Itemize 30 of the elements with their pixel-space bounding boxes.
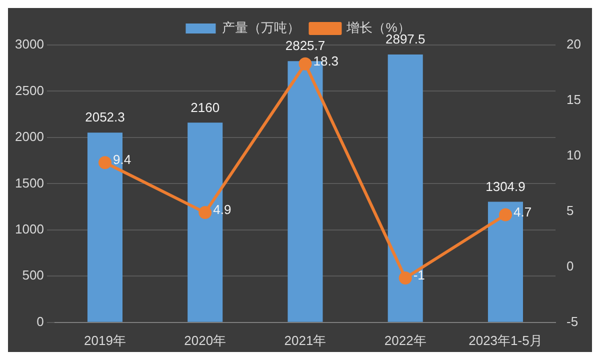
point [498,208,512,222]
x-tick-label: 2022年 [384,332,426,348]
point [198,206,212,220]
legend-label: 产量（万吨） [222,20,300,36]
point [98,156,112,170]
x-tick-label: 2021年 [284,332,326,348]
y-tick-label: 3000 [15,36,44,52]
y2-tick-label: 0 [566,258,574,274]
data-label: 18.3 [313,53,339,68]
x-tick-label: 2020年 [184,332,226,348]
y2-tick-label: -5 [566,314,578,329]
y-tick-label: 1500 [15,175,44,190]
y2-tick-label: 10 [566,148,582,163]
y-tick-label: 500 [22,268,44,283]
data-label: 2160 [190,100,220,115]
point [398,272,412,285]
y-tick-label: 1000 [15,222,44,237]
x-tick-label: 2019年 [84,332,126,348]
data-label: 2052.3 [85,110,125,125]
point [298,57,312,70]
bar [388,54,423,322]
x-tick-label: 2023年1-5月 [468,332,542,348]
y-tick-label: 0 [36,314,44,329]
y-tick-label: 2000 [15,129,44,144]
y2-tick-label: 5 [566,203,574,218]
y2-tick-label: 20 [566,36,582,52]
data-label: 2825.7 [285,38,326,54]
data-label: 1304.9 [486,178,526,194]
y-tick-label: 2500 [15,82,44,98]
y2-tick-label: 15 [566,92,582,108]
